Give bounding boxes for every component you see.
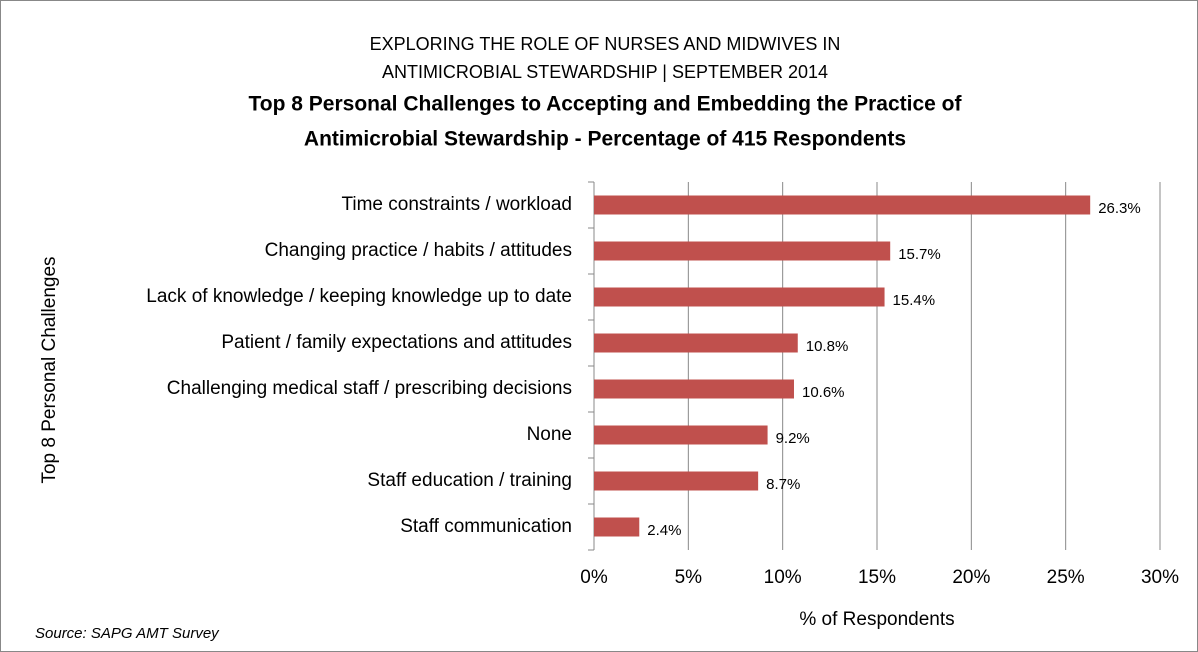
y-tick-label: Lack of knowledge / keeping knowledge up… (146, 286, 572, 307)
y-tick-label: Changing practice / habits / attitudes (265, 240, 572, 261)
bar (594, 333, 798, 353)
y-tick-label: Time constraints / workload (341, 194, 572, 215)
chart-title: Antimicrobial Stewardship - Percentage o… (304, 128, 906, 151)
y-tick-label: None (527, 424, 572, 445)
y-tick-label: Challenging medical staff / prescribing … (167, 378, 572, 399)
bar (594, 425, 768, 445)
x-tick-label: 20% (952, 567, 990, 588)
data-label: 8.7% (766, 476, 800, 493)
data-label: 15.4% (893, 292, 936, 309)
chart-title: Top 8 Personal Challenges to Accepting a… (249, 93, 963, 116)
x-tick-label: 0% (580, 567, 608, 588)
data-label: 10.6% (802, 384, 845, 401)
x-tick-label: 15% (858, 567, 896, 588)
bar (594, 287, 885, 307)
x-axis-label: % of Respondents (799, 609, 954, 630)
bar (594, 241, 891, 261)
y-tick-label: Staff communication (400, 516, 572, 537)
y-axis-label: Top 8 Personal Challenges (39, 256, 60, 483)
supertitle: EXPLORING THE ROLE OF NURSES AND MIDWIVE… (370, 34, 841, 54)
data-label: 2.4% (647, 522, 681, 539)
bar (594, 379, 794, 399)
x-tick-label: 25% (1047, 567, 1085, 588)
source: Source: SAPG AMT Survey (35, 625, 220, 642)
supertitle: ANTIMICROBIAL STEWARDSHIP | SEPTEMBER 20… (382, 62, 828, 82)
y-tick-label: Staff education / training (367, 470, 572, 491)
x-tick-label: 30% (1141, 567, 1179, 588)
y-tick-label: Patient / family expectations and attitu… (221, 332, 572, 353)
data-label: 9.2% (776, 430, 810, 447)
data-label: 15.7% (898, 246, 941, 263)
data-label: 26.3% (1098, 200, 1141, 217)
bar (594, 517, 640, 537)
x-tick-label: 10% (764, 567, 802, 588)
data-label: 10.8% (806, 338, 849, 355)
bar (594, 195, 1091, 215)
x-tick-label: 5% (675, 567, 703, 588)
bar (594, 471, 759, 491)
